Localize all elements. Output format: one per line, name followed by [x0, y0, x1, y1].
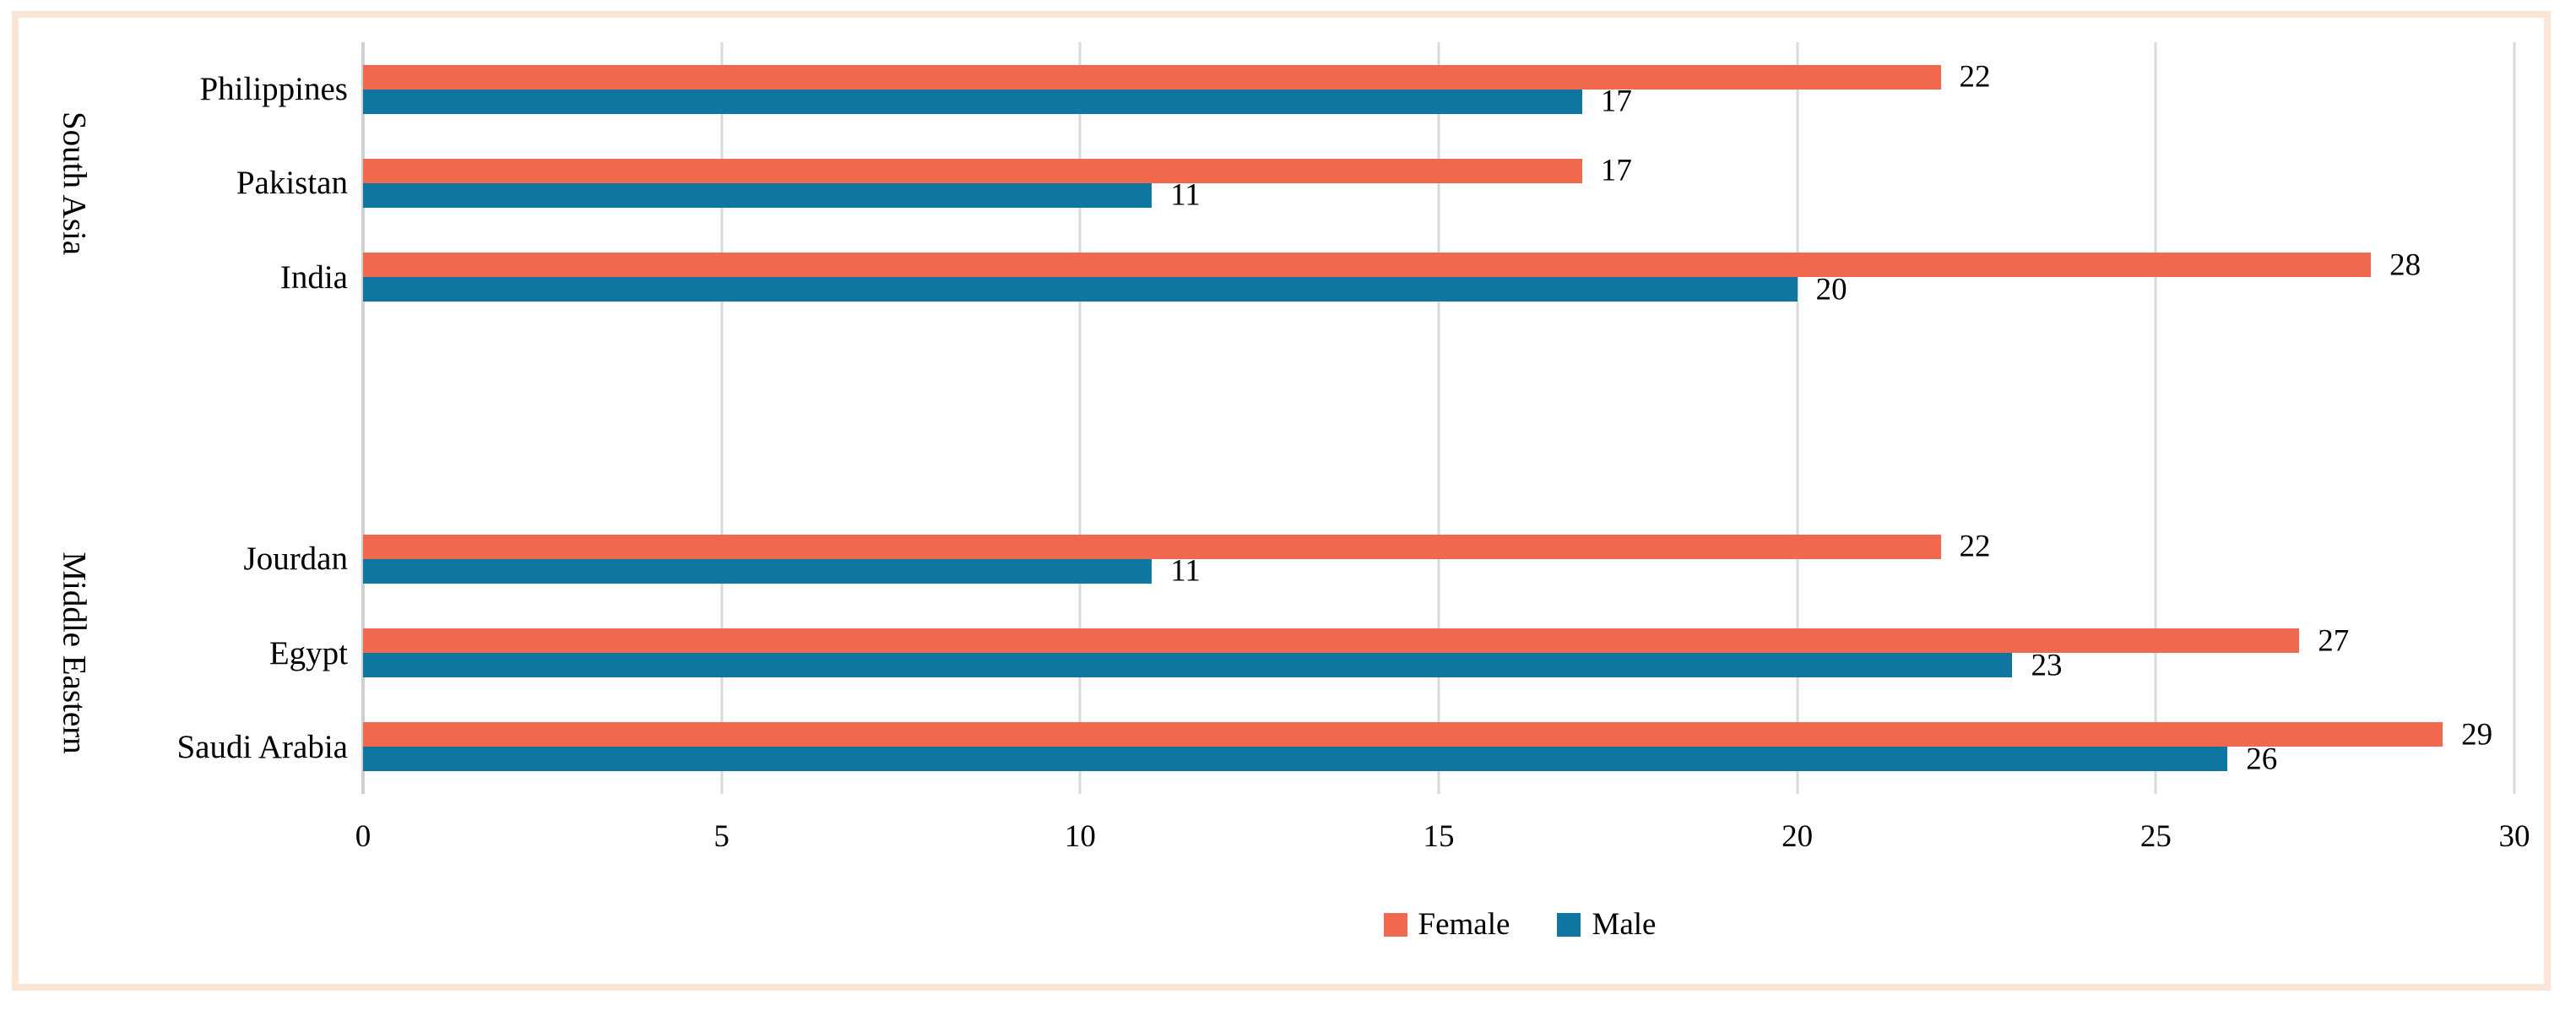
bar-male-philippines: 17: [363, 86, 1632, 117]
legend-swatch-female-icon: [1383, 912, 1407, 937]
bar-male-pakistan: 11: [363, 180, 1201, 211]
bar-row-india: 28 20: [363, 231, 2514, 324]
bar-female-india: 28: [363, 249, 2421, 280]
data-label-male-jourdan: 11: [1170, 553, 1201, 589]
bar-row-jourdan: 22 11: [363, 512, 2514, 606]
data-label-female-india: 28: [2389, 247, 2421, 283]
data-label-male-pakistan: 11: [1170, 177, 1201, 213]
legend-items: Female Male: [1383, 907, 1656, 942]
bar-male-egypt: 23: [363, 650, 2062, 681]
legend-item-male: Male: [1557, 909, 1656, 940]
bar-male-india: 20: [363, 274, 1847, 305]
category-label-saudi-arabia: Saudi Arabia: [176, 728, 348, 765]
category-label-pakistan: Pakistan: [236, 165, 348, 202]
data-label-male-india: 20: [1815, 272, 1847, 307]
gridline-10: [1078, 42, 1082, 794]
x-tick-label-5: 5: [713, 819, 729, 854]
data-label-female-jourdan: 22: [1959, 529, 1991, 564]
x-tick-label-25: 25: [2139, 819, 2172, 854]
x-axis-tick-labels: 0 5 10 15 20 25 30: [355, 819, 2530, 863]
gridline-20: [1796, 42, 1799, 794]
bar-female-saudi-arabia: 29: [363, 719, 2492, 750]
data-label-male-egypt: 23: [2031, 648, 2063, 683]
bar-row-saudi-arabia: 29 26: [363, 700, 2514, 794]
data-label-male-philippines: 17: [1600, 84, 1632, 119]
bar-row-egypt: 27 23: [363, 606, 2514, 700]
data-label-female-pakistan: 17: [1600, 153, 1632, 188]
bar-row-pakistan: 17 11: [363, 136, 2514, 230]
data-label-male-saudi-arabia: 26: [2246, 742, 2278, 777]
bar-female-jourdan: 22: [363, 531, 1991, 563]
legend-label-female: Female: [1418, 907, 1510, 942]
legend: Female Male: [363, 909, 2514, 940]
gridline-15: [1437, 42, 1440, 794]
bar-male-saudi-arabia: 26: [363, 743, 2277, 775]
bar-female-pakistan: 17: [363, 155, 1632, 187]
x-tick-label-10: 10: [1064, 819, 1096, 854]
bar-male-jourdan: 11: [363, 556, 1201, 587]
category-axis-labels: Philippines Pakistan India Jourdan Egypt Saud…: [0, 42, 348, 794]
data-label-female-philippines: 22: [1959, 59, 1991, 95]
axis-group-label-middle-eastern: Middle Eastern: [56, 552, 93, 754]
plot-area: 22 17 17 11 28 20 22 11 27 23 29 26: [361, 42, 2516, 794]
bar-female-egypt: 27: [363, 625, 2349, 656]
gridline-25: [2154, 42, 2157, 794]
data-label-female-egypt: 27: [2318, 623, 2350, 659]
data-label-female-saudi-arabia: 29: [2461, 717, 2493, 753]
bar-row-philippines: 22 17: [363, 42, 2514, 136]
legend-swatch-male-icon: [1557, 912, 1581, 937]
bar-female-philippines: 22: [363, 62, 1991, 93]
gridline-30: [2513, 42, 2516, 794]
category-label-jourdan: Jourdan: [243, 541, 348, 578]
legend-item-female: Female: [1383, 907, 1510, 942]
x-tick-label-30: 30: [2498, 819, 2530, 854]
category-label-philippines: Philippines: [199, 71, 348, 108]
gridline-5: [720, 42, 724, 794]
category-label-india: India: [279, 258, 348, 296]
legend-label-male: Male: [1592, 907, 1657, 942]
category-axis-line: [361, 42, 365, 794]
axis-group-label-south-asia: South Asia: [56, 111, 93, 255]
x-tick-label-15: 15: [1423, 819, 1455, 854]
x-tick-label-20: 20: [1782, 819, 1814, 854]
category-label-egypt: Egypt: [268, 634, 348, 671]
x-tick-label-0: 0: [355, 819, 371, 854]
